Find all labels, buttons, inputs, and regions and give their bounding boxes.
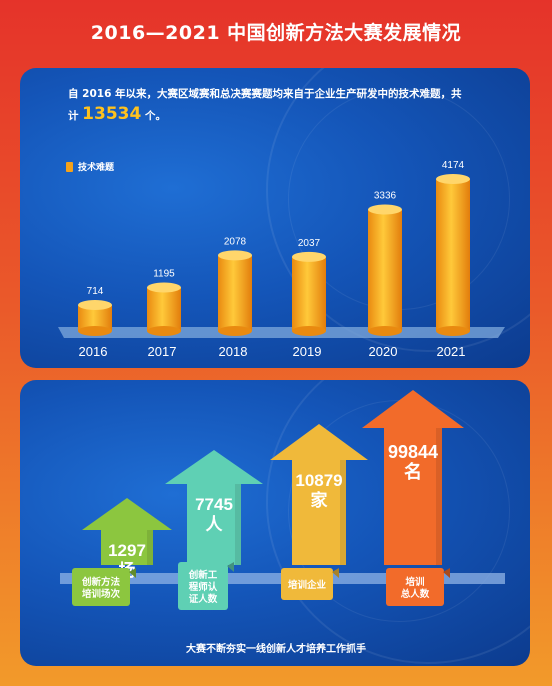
arrow-shade — [340, 460, 346, 565]
category-label: 创新工 — [188, 569, 218, 581]
category-label: 证人数 — [189, 593, 218, 605]
bar-top — [218, 250, 252, 261]
category-box — [72, 568, 130, 606]
data-label: 4174 — [442, 160, 465, 171]
value-label: 10879 — [295, 471, 342, 490]
tick-label: 2019 — [293, 344, 322, 359]
ribbon-fold — [332, 568, 339, 578]
unit-label: 家 — [311, 490, 328, 510]
bar-top — [147, 282, 181, 293]
bar-base — [368, 326, 402, 336]
data-label: 2078 — [224, 236, 247, 247]
unit-label: 名 — [404, 461, 422, 482]
arrow-shade — [235, 484, 241, 565]
intro-suffix: 个。 — [144, 110, 166, 122]
arrow-1: 1297场创新方法培训场次 — [72, 498, 172, 606]
bar-body — [147, 287, 181, 331]
bar-body — [292, 256, 326, 331]
bar-2018: 2078 2018 — [218, 236, 252, 359]
tick-label: 2020 — [369, 344, 398, 359]
category-label: 培训 — [405, 576, 424, 588]
intro-total: 13534 — [82, 104, 142, 124]
category-label: 程师认 — [189, 581, 218, 593]
value-label: 1297 — [108, 541, 146, 560]
category-box — [386, 568, 444, 606]
tick-label: 2021 — [437, 344, 466, 359]
ribbon-fold — [443, 568, 450, 578]
bar-body — [368, 209, 402, 331]
arrow-shade — [147, 530, 153, 565]
category-box — [281, 568, 333, 600]
bar-2021: 4174 2021 — [436, 160, 470, 359]
legend-label: 技术难题 — [78, 163, 115, 173]
bar-top — [292, 251, 326, 262]
bar-top — [436, 174, 470, 184]
bar-base — [218, 326, 252, 336]
value-label: 7745 — [195, 495, 233, 514]
bar-top — [368, 204, 402, 215]
category-label: 创新方法 — [81, 576, 121, 588]
bar-2017: 1195 2017 — [147, 268, 181, 359]
tick-label: 2016 — [79, 344, 108, 359]
data-label: 3336 — [374, 191, 397, 202]
bar-2016: 714 2016 — [78, 286, 112, 359]
category-box — [178, 562, 228, 610]
tick-label: 2018 — [219, 344, 248, 359]
bar-base — [292, 326, 326, 336]
slogan-text: 大赛不断夯实一线创新人才培养工作抓手 — [186, 644, 366, 655]
bar-base — [147, 326, 181, 336]
bar-base — [436, 326, 470, 336]
bar-2019: 2037 2019 — [292, 238, 326, 359]
ribbon-fold — [227, 562, 234, 572]
ribbon-fold — [129, 568, 136, 578]
arrow-shade — [436, 428, 442, 565]
chart-legend: 技术难题 — [66, 160, 114, 173]
page-title: 2016—2021 中国创新方法大赛发展情况 — [90, 22, 462, 44]
bar-base — [78, 326, 112, 336]
category-label: 总人数 — [401, 588, 430, 600]
bar-top — [78, 299, 112, 310]
category-label: 培训场次 — [82, 588, 121, 600]
bar-body — [218, 255, 252, 331]
intro-prefix: 计 — [68, 110, 79, 122]
legend-swatch — [66, 161, 73, 172]
bar-body — [436, 179, 470, 331]
value-label: 99844 — [388, 442, 438, 462]
data-label: 714 — [87, 286, 104, 297]
tick-label: 2017 — [148, 344, 177, 359]
bar-2020: 3336 2020 — [368, 191, 402, 359]
data-label: 1195 — [153, 268, 175, 279]
category-label: 培训企业 — [288, 579, 327, 591]
data-label: 2037 — [298, 238, 321, 249]
unit-label: 人 — [206, 515, 224, 534]
